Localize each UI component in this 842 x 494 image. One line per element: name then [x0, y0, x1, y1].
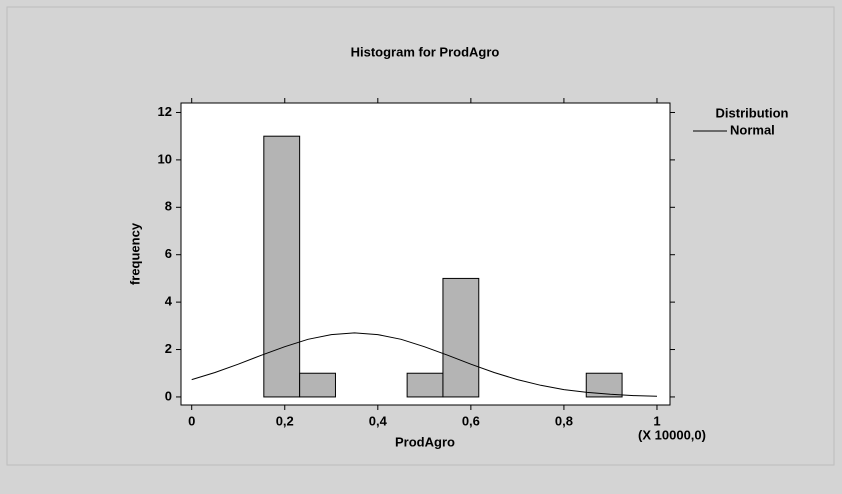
x-axis-label: ProdAgro [395, 434, 455, 449]
y-tick-label: 0 [165, 388, 172, 403]
normal-curve [191, 332, 658, 397]
y-tick-label: 8 [165, 199, 172, 214]
axis-multiplier: (X 10000,0) [638, 427, 706, 442]
y-tick-label: 6 [165, 246, 172, 261]
histogram-bar [406, 372, 444, 398]
histogram-bar [442, 277, 480, 398]
x-tick-label: 0 [188, 413, 195, 428]
histogram-bar [299, 372, 336, 398]
histogram-bar [585, 372, 623, 398]
chart-title: Histogram for ProdAgro [351, 44, 500, 59]
y-tick-label: 10 [158, 151, 172, 166]
x-tick-label: 1 [653, 413, 660, 428]
x-tick-label: 0,8 [555, 413, 573, 428]
legend-title: Distribution [716, 105, 789, 120]
x-tick-label: 0,6 [462, 413, 480, 428]
legend-label: Normal [730, 122, 775, 137]
y-tick-label: 2 [165, 341, 172, 356]
y-tick-label: 4 [165, 294, 173, 309]
plot-area [180, 102, 671, 406]
x-tick-label: 0,2 [276, 413, 294, 428]
y-tick-label: 12 [158, 104, 172, 119]
y-axis-label: frequency [127, 222, 142, 285]
x-tick-label: 0,4 [369, 413, 388, 428]
histogram-bar [263, 135, 301, 398]
